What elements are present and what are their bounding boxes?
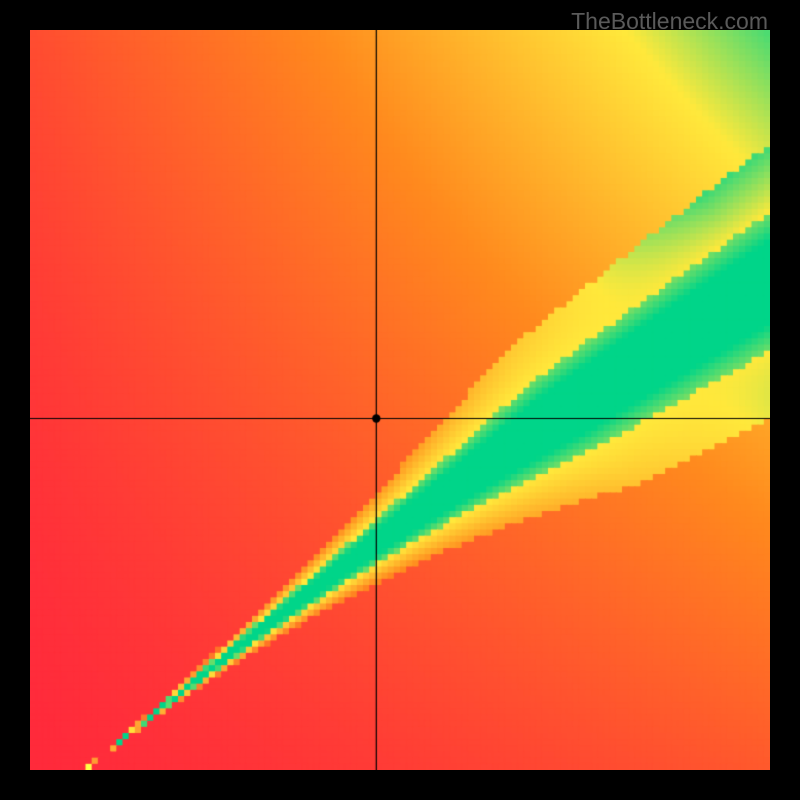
heatmap-canvas — [30, 30, 770, 770]
watermark-text: TheBottleneck.com — [571, 8, 768, 35]
heatmap-plot — [30, 30, 770, 770]
